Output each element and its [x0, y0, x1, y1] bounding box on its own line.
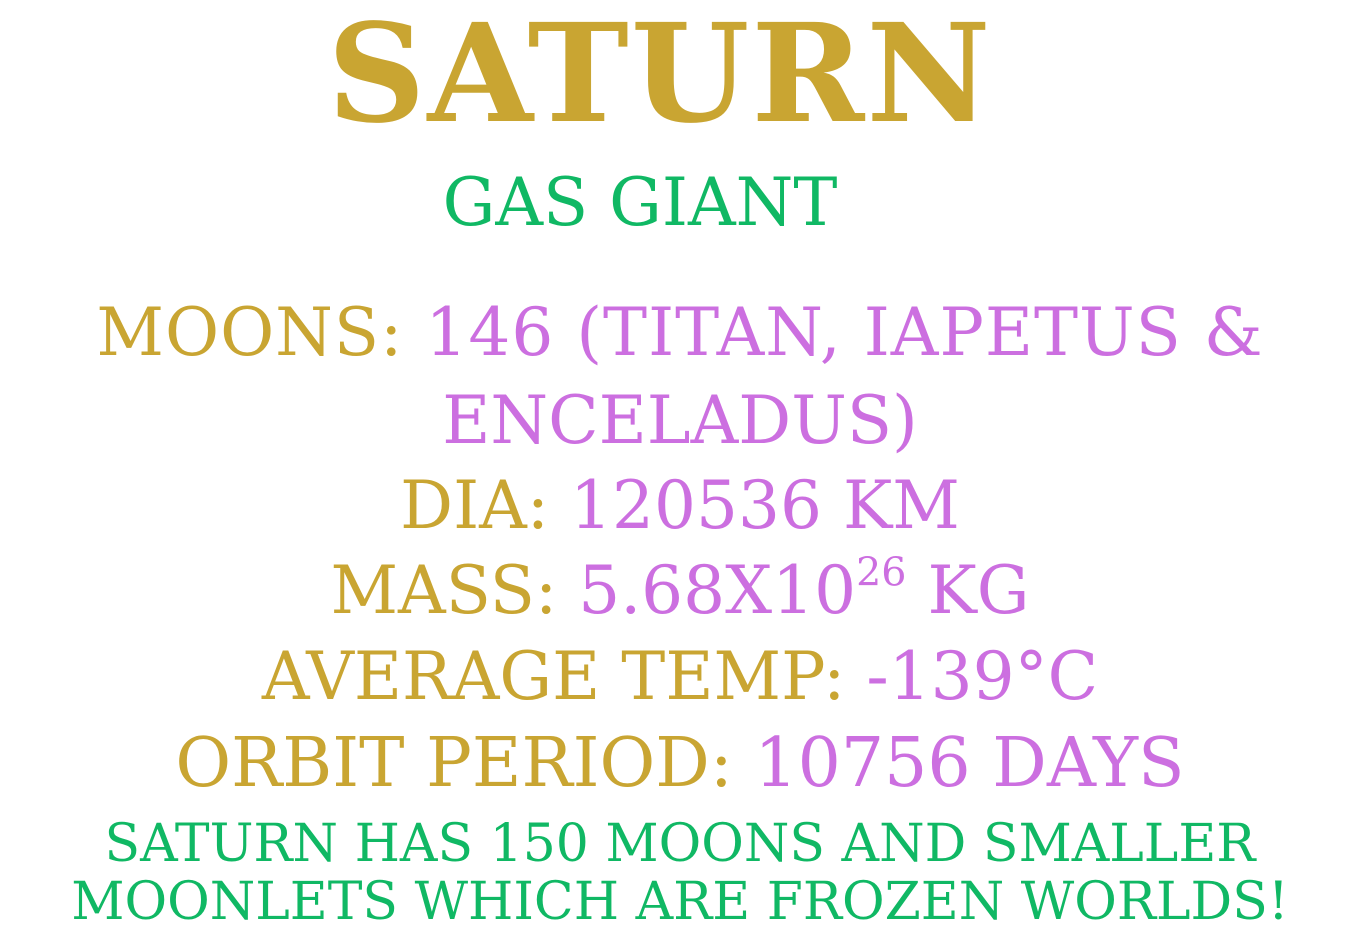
mass-label: MASS: [330, 552, 558, 629]
temperature-label: AVERAGE TEMP: [261, 638, 846, 715]
orbit-row: ORBIT PERIOD: 10756 DAYS [0, 730, 1360, 798]
moons-label: MOONS: [96, 294, 404, 371]
orbit-value: 10756 DAYS [754, 724, 1185, 803]
temperature-value: -139°C [866, 638, 1099, 715]
planet-title: SATURN [327, 0, 993, 154]
moons-value-line2: ENCELADUS) [442, 382, 918, 459]
mass-value-unit: KG [927, 552, 1030, 629]
diameter-label: DIA: [400, 467, 550, 544]
moons-row: MOONS: 146 (TITAN, IAPETUS & [0, 300, 1360, 366]
planet-type-subtitle: GAS GIANT [442, 164, 838, 241]
temperature-row: AVERAGE TEMP: -139°C [0, 644, 1360, 710]
fun-fact-line2: MOONLETS WHICH ARE FROZEN WORLDS! [71, 872, 1289, 932]
fun-fact-line1: SATURN HAS 150 MOONS AND SMALLER [104, 814, 1256, 874]
diameter-value: 120536 KM [570, 467, 960, 544]
mass-value-base: 5.68X10 [578, 552, 857, 629]
mass-value: 5.68X1026 KG [578, 552, 1029, 629]
mass-row: MASS: 5.68X1026 KG [0, 552, 1360, 624]
mass-value-exponent: 26 [856, 549, 907, 596]
diameter-row: DIA: 120536 KM [0, 473, 1360, 539]
orbit-label: ORBIT PERIOD: [175, 724, 733, 803]
moons-value-line1: 146 (TITAN, IAPETUS & [425, 294, 1264, 371]
